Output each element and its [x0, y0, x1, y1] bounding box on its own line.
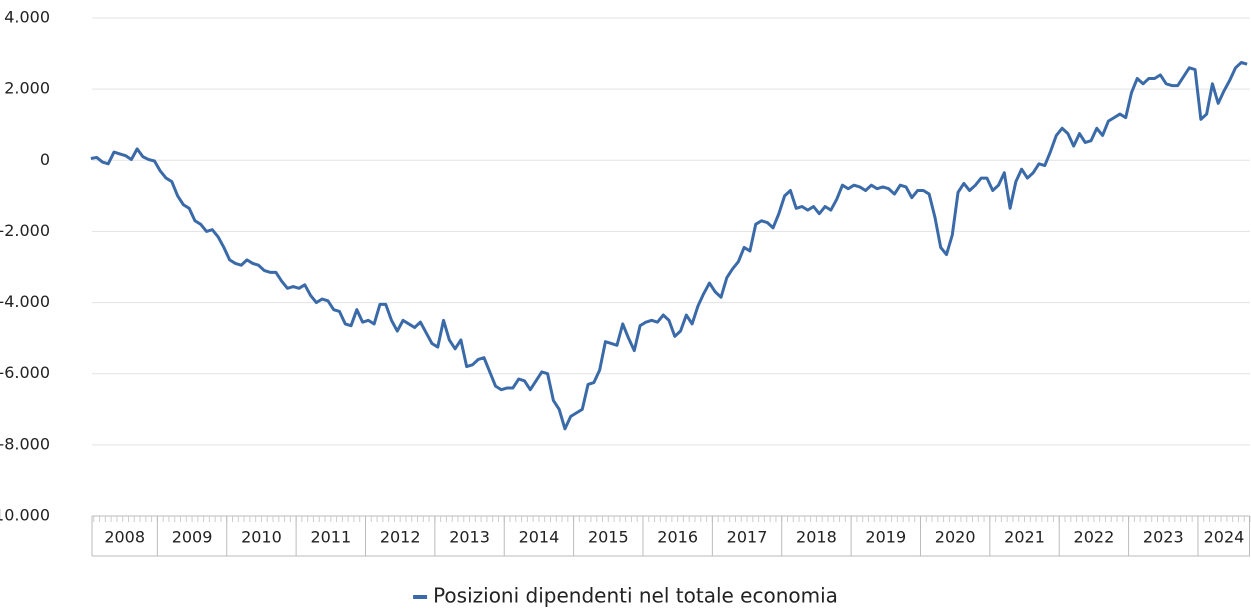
y-tick-label: -2.000 [0, 221, 50, 240]
x-tick-label: 2017 [727, 528, 768, 547]
x-tick-label: 2022 [1074, 528, 1115, 547]
x-tick-label: 2024 [1204, 528, 1245, 547]
x-tick-label: 2021 [1004, 528, 1045, 547]
y-tick-label: -8.000 [0, 434, 50, 453]
y-tick-label: 0 [40, 150, 50, 169]
legend-label: Posizioni dipendenti nel totale economia [433, 584, 838, 608]
x-tick-label: 2014 [519, 528, 560, 547]
x-tick-label: 2016 [657, 528, 698, 547]
y-tick-label: -4.000 [0, 292, 50, 311]
y-tick-label: -6.000 [0, 363, 50, 382]
x-tick-label: 2012 [380, 528, 421, 547]
x-tick-label: 2018 [796, 528, 837, 547]
x-tick-label: 2015 [588, 528, 629, 547]
x-tick-label: 2013 [449, 528, 490, 547]
x-tick-label: 2008 [104, 528, 145, 547]
data-line [90, 60, 1248, 431]
x-tick-label: 2019 [865, 528, 906, 547]
y-tick-label: 2.000 [4, 79, 50, 98]
y-tick-label: 4.000 [4, 8, 50, 27]
x-tick-label: 2020 [935, 528, 976, 547]
x-tick-label: 2010 [241, 528, 282, 547]
x-tick-label: 2011 [310, 528, 351, 547]
x-tick-label: 2023 [1143, 528, 1184, 547]
x-tick-label: 2009 [172, 528, 213, 547]
y-tick-label: -10.000 [0, 506, 50, 525]
